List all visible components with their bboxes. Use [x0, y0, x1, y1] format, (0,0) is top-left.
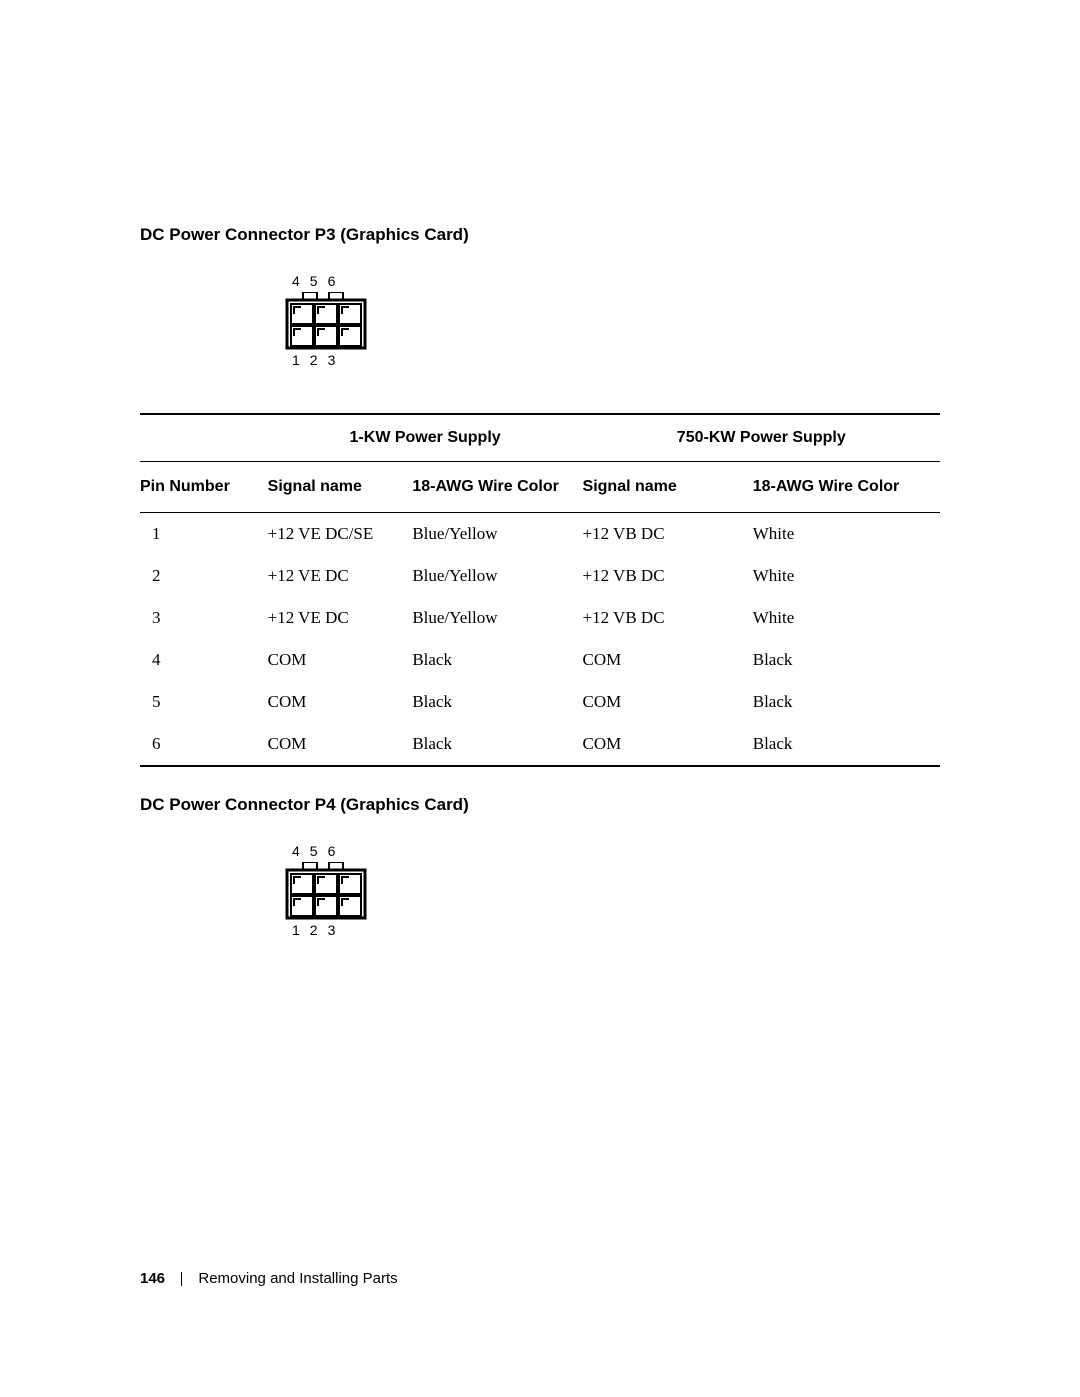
- col-sig2: Signal name: [583, 462, 753, 513]
- col-awg1: 18-AWG Wire Color: [412, 462, 582, 513]
- cell-sig1: +12 VE DC: [268, 555, 413, 597]
- cell-sig1: COM: [268, 723, 413, 766]
- footer-separator: [181, 1272, 182, 1286]
- cell-awg2: Black: [753, 681, 940, 723]
- p3-top-labels: 456: [285, 273, 940, 289]
- table-row: 3 +12 VE DC Blue/Yellow +12 VB DC White: [140, 597, 940, 639]
- cell-sig1: COM: [268, 681, 413, 723]
- col-sig1: Signal name: [268, 462, 413, 513]
- p3-bot-label-2: 2: [310, 352, 328, 368]
- cell-awg1: Blue/Yellow: [412, 597, 582, 639]
- section2-title: DC Power Connector P4 (Graphics Card): [140, 795, 940, 815]
- cell-sig2: COM: [583, 723, 753, 766]
- cell-sig2: COM: [583, 681, 753, 723]
- p3-bot-label-3: 3: [328, 352, 346, 368]
- p4-bot-label-3: 3: [328, 922, 346, 938]
- cell-awg2: Black: [753, 639, 940, 681]
- cell-pin: 6: [140, 723, 268, 766]
- p4-top-label-4: 4: [292, 843, 310, 859]
- connector-p3-diagram: 456: [285, 273, 940, 368]
- pin-table: 1-KW Power Supply 750-KW Power Supply Pi…: [140, 413, 940, 767]
- cell-awg2: White: [753, 555, 940, 597]
- connector-p3-icon: [285, 292, 367, 350]
- p3-bottom-labels: 123: [285, 352, 940, 368]
- p4-bot-label-1: 1: [292, 922, 310, 938]
- p4-bot-label-2: 2: [310, 922, 328, 938]
- table-group-header-row: 1-KW Power Supply 750-KW Power Supply: [140, 414, 940, 462]
- page-footer: 146 Removing and Installing Parts: [140, 1270, 398, 1287]
- cell-sig1: COM: [268, 639, 413, 681]
- p3-top-label-6: 6: [328, 273, 346, 289]
- table-row: 1 +12 VE DC/SE Blue/Yellow +12 VB DC Whi…: [140, 513, 940, 556]
- section1-title: DC Power Connector P3 (Graphics Card): [140, 225, 940, 245]
- table-column-header-row: Pin Number Signal name 18-AWG Wire Color…: [140, 462, 940, 513]
- table-group-ps2: 750-KW Power Supply: [583, 414, 940, 462]
- cell-awg2: White: [753, 513, 940, 556]
- cell-sig2: +12 VB DC: [583, 555, 753, 597]
- col-pin: Pin Number: [140, 462, 268, 513]
- table-row: 4 COM Black COM Black: [140, 639, 940, 681]
- p3-bot-label-1: 1: [292, 352, 310, 368]
- cell-sig2: +12 VB DC: [583, 597, 753, 639]
- cell-pin: 4: [140, 639, 268, 681]
- footer-page-number: 146: [140, 1270, 165, 1287]
- p4-bottom-labels: 123: [285, 922, 940, 938]
- connector-p4-icon: [285, 862, 367, 920]
- table-group-empty: [140, 414, 268, 462]
- p3-top-label-5: 5: [310, 273, 328, 289]
- table-row: 2 +12 VE DC Blue/Yellow +12 VB DC White: [140, 555, 940, 597]
- cell-awg1: Blue/Yellow: [412, 513, 582, 556]
- table-row: 6 COM Black COM Black: [140, 723, 940, 766]
- p4-top-label-6: 6: [328, 843, 346, 859]
- cell-pin: 1: [140, 513, 268, 556]
- table-group-ps1: 1-KW Power Supply: [268, 414, 583, 462]
- cell-sig2: COM: [583, 639, 753, 681]
- col-awg2: 18-AWG Wire Color: [753, 462, 940, 513]
- table-row: 5 COM Black COM Black: [140, 681, 940, 723]
- cell-sig1: +12 VE DC/SE: [268, 513, 413, 556]
- cell-awg2: White: [753, 597, 940, 639]
- connector-p4-diagram: 456 123: [285, 843, 940, 938]
- cell-sig1: +12 VE DC: [268, 597, 413, 639]
- p3-top-label-4: 4: [292, 273, 310, 289]
- footer-section-name: Removing and Installing Parts: [198, 1270, 397, 1287]
- cell-awg1: Black: [412, 639, 582, 681]
- cell-awg1: Black: [412, 681, 582, 723]
- cell-awg1: Blue/Yellow: [412, 555, 582, 597]
- cell-awg1: Black: [412, 723, 582, 766]
- cell-pin: 5: [140, 681, 268, 723]
- cell-pin: 3: [140, 597, 268, 639]
- p4-top-label-5: 5: [310, 843, 328, 859]
- p4-top-labels: 456: [285, 843, 940, 859]
- cell-awg2: Black: [753, 723, 940, 766]
- cell-pin: 2: [140, 555, 268, 597]
- document-page: DC Power Connector P3 (Graphics Card) 45…: [0, 0, 1080, 1397]
- cell-sig2: +12 VB DC: [583, 513, 753, 556]
